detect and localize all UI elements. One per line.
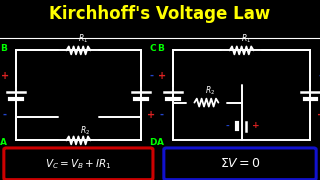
Text: +: + bbox=[147, 110, 156, 120]
Text: -: - bbox=[160, 110, 164, 120]
Text: $R_2$: $R_2$ bbox=[204, 85, 215, 97]
Text: $R_1$: $R_1$ bbox=[241, 32, 252, 45]
FancyBboxPatch shape bbox=[4, 148, 153, 180]
Text: -: - bbox=[319, 71, 320, 81]
Text: -: - bbox=[225, 122, 229, 130]
Text: -: - bbox=[3, 110, 7, 120]
Text: E: E bbox=[238, 148, 245, 157]
Text: A: A bbox=[157, 138, 164, 147]
Text: $R_2$: $R_2$ bbox=[80, 124, 90, 137]
Text: Kirchhoff's Voltage Law: Kirchhoff's Voltage Law bbox=[49, 5, 271, 23]
Text: +: + bbox=[317, 110, 320, 120]
Text: +: + bbox=[157, 71, 166, 81]
Text: C: C bbox=[319, 44, 320, 53]
Text: $V_C = V_B + IR_1$: $V_C = V_B + IR_1$ bbox=[45, 157, 112, 171]
Text: -: - bbox=[149, 71, 153, 81]
Text: D: D bbox=[319, 138, 320, 147]
Text: B: B bbox=[157, 44, 164, 53]
Text: +: + bbox=[1, 71, 9, 81]
Text: +: + bbox=[252, 122, 260, 130]
Text: B: B bbox=[0, 44, 7, 53]
Text: C: C bbox=[150, 44, 156, 53]
FancyBboxPatch shape bbox=[164, 148, 316, 180]
Text: A: A bbox=[0, 138, 7, 147]
Text: $\Sigma V = 0$: $\Sigma V = 0$ bbox=[220, 157, 260, 170]
Text: $R_1$: $R_1$ bbox=[78, 32, 88, 45]
Text: D: D bbox=[149, 138, 157, 147]
